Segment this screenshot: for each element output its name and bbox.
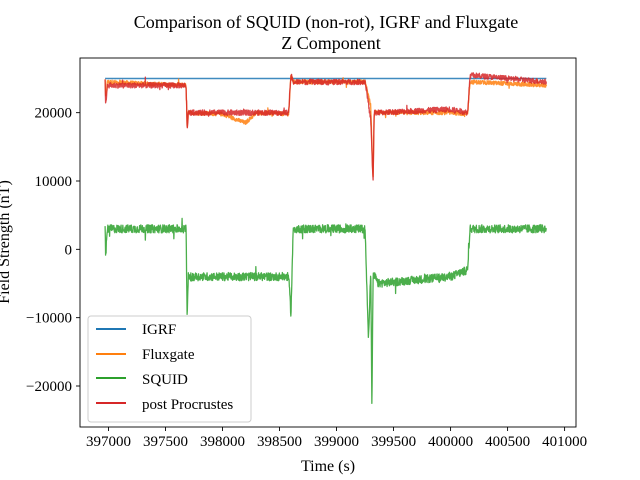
y-tick-label: 0: [65, 242, 73, 258]
legend-label-squid: SQUID: [142, 372, 188, 388]
chart-subtitle: Z Component: [281, 33, 381, 53]
legend-label-igrf: IGRF: [142, 322, 176, 338]
data-layer: [104, 72, 547, 405]
plot-frame: [79, 57, 577, 428]
y-tick-label: −20000: [26, 379, 72, 395]
legend: IGRF Fluxgate SQUID post Procrustes: [87, 315, 252, 423]
legend-box: [87, 315, 252, 423]
y-axis-label: Field Strength (nT): [0, 180, 13, 304]
tick-layer: 397000 397500 398000 398500 399000 399500 4000…: [26, 106, 587, 450]
series-line-post-procrustes: [104, 72, 547, 181]
y-tick-label: 10000: [35, 174, 73, 190]
x-tick-label: 400000: [428, 434, 473, 450]
y-tick-label: −10000: [26, 311, 72, 327]
x-tick-label: 399500: [371, 434, 416, 450]
x-tick-label: 400500: [485, 434, 530, 450]
series-line-squid: [104, 217, 547, 405]
x-axis-label: Time (s): [301, 458, 355, 475]
legend-label-post-procrustes: post Procrustes: [142, 397, 233, 413]
legend-label-fluxgate: Fluxgate: [142, 347, 195, 363]
y-tick-label: 20000: [35, 106, 73, 122]
x-tick-label: 398000: [200, 434, 245, 450]
x-tick-label: 397500: [143, 434, 188, 450]
x-tick-label: 399000: [314, 434, 359, 450]
chart-title: Comparison of SQUID (non-rot), IGRF and …: [134, 12, 518, 33]
x-tick-label: 401000: [542, 434, 587, 450]
x-tick-label: 397000: [86, 434, 131, 450]
x-tick-label: 398500: [257, 434, 302, 450]
